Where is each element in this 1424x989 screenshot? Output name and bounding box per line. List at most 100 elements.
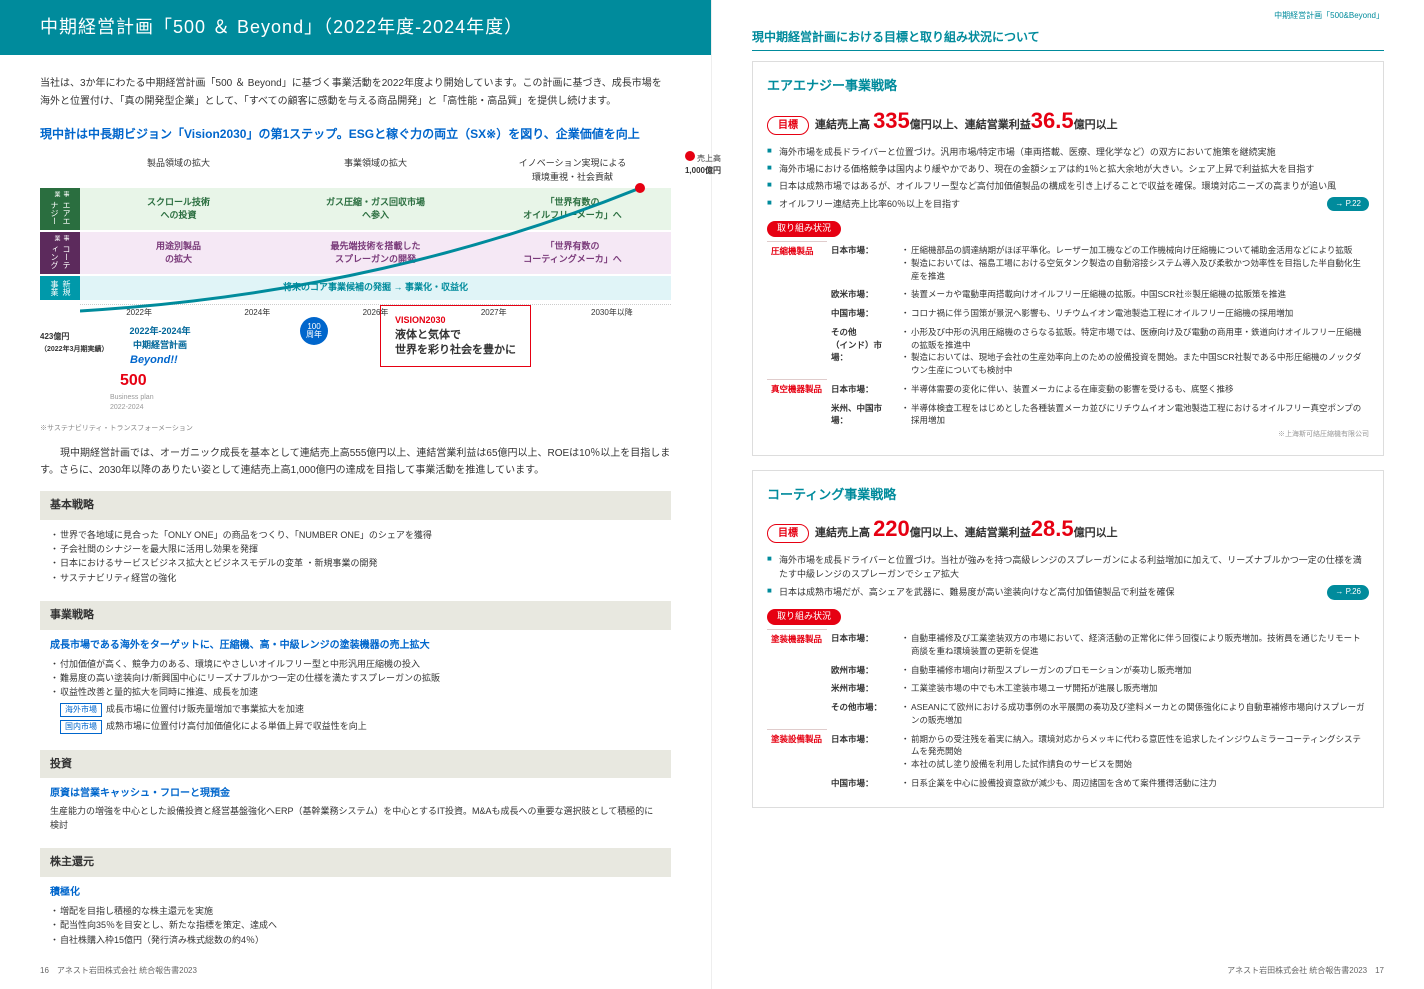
strategy-body: 世界で各地域に見合った「ONLY ONE」の商品をつくり、「NUMBER ONE…: [40, 520, 671, 594]
newbiz-label: 新規事業: [40, 276, 80, 300]
diagram-row: 事業コーティング用途別製品の拡大最先端技術を搭載したスプレーガンの開発「世界有数…: [40, 232, 671, 274]
vision2030-box: VISION2030 液体と気体で 世界を彩り社会を豊かに: [380, 305, 531, 367]
business-bullet: 日本は成熟市場だが、高シェアを武器に、難易度が高い塗装向けなど高付加価値製品で利…: [767, 585, 1369, 599]
status-category: 塗装機器製品: [767, 629, 827, 730]
table-row: 欧米市場：装置メーカや電動車両搭載向けオイルフリー圧縮機の拡販。中国SCR社※製…: [767, 285, 1369, 304]
strategy-block: 株主還元積極化増配を目指し積極的な株主還元を実施配当性向35％を目安とし、新たな…: [40, 848, 671, 955]
strategy-head: 事業戦略: [40, 601, 671, 630]
business-section: コーティング事業戦略目標連結売上高 220億円以上、連結営業利益28.5億円以上…: [752, 470, 1384, 808]
status-market: 欧米市場：: [827, 285, 897, 304]
strategy-block: 事業戦略成長市場である海外をターゲットに、圧縮機、高・中級レンジの塗装機器の売上…: [40, 601, 671, 742]
table-row: その他市場：ASEANにて欧州における成功事例の水平展開の奏功及び塗料メーカとの…: [767, 698, 1369, 730]
page-banner: 中期経営計画「500 ＆ Beyond」（2022年度-2024年度）: [0, 0, 711, 55]
business-bullet: 日本は成熟市場ではあるが、オイルフリー型など高付加価値製品の構成を引き上げること…: [767, 179, 1369, 193]
diagram-cell: 「世界有数のオイルフリーメーカ」へ: [474, 188, 671, 230]
status-category: 塗装設備製品: [767, 730, 827, 793]
business-section: エアエナジー事業戦略目標連結売上高 335億円以上、連結営業利益36.5億円以上…: [752, 61, 1384, 456]
strategy-item: 子会社間のシナジーを最大限に活用し効果を発揮: [50, 542, 661, 556]
status-market: 中国市場：: [827, 774, 897, 793]
status-market: その他（インド）市場：: [827, 323, 897, 380]
strategy-item: 配当性向35％を目安とし、新たな指標を策定、達成へ: [50, 918, 661, 932]
plan-period: 2022年-2024年 中期経営計画: [100, 325, 220, 352]
target-line: 目標連結売上高 335億円以上、連結営業利益36.5億円以上: [767, 104, 1369, 137]
status-detail: コロナ禍に伴う国策が景況へ影響も、リチウムイオン電池製造工程にオイルフリー圧縮機…: [897, 304, 1369, 323]
vision-heading: 現中計は中長期ビジョン「Vision2030」の第1ステップ。ESGと稼ぐ力の両…: [40, 125, 671, 143]
status-market: 日本市場：: [827, 380, 897, 399]
status-detail: 半導体検査工程をはじめとした各種装置メーカ並びにリチウムイオン電池製造工程におけ…: [897, 399, 1369, 431]
table-row: 真空機器製品日本市場：半導体需要の変化に伴い、装置メーカによる在庫変動の影響を受…: [767, 380, 1369, 399]
anniversary-badge: 100 周年: [300, 317, 328, 345]
target-line: 目標連結売上高 220億円以上、連結営業利益28.5億円以上: [767, 512, 1369, 545]
business-bullet: 海外市場における価格競争は国内より緩やかであり、現在の金額シェアは約1％と拡大余…: [767, 162, 1369, 176]
strategy-body: 原資は営業キャッシュ・フローと現預金生産能力の増強を中心とした設備投資と経営基盤…: [40, 778, 671, 840]
strategy-block: 投資原資は営業キャッシュ・フローと現預金生産能力の増強を中心とした設備投資と経営…: [40, 750, 671, 841]
status-market: 日本市場：: [827, 629, 897, 661]
body-paragraph: 現中期経営計画では、オーガニック成長を基本として連結売上高555億円以上、連結営…: [40, 445, 671, 479]
status-market: 米州、中国市場：: [827, 399, 897, 431]
table-row: 米州市場：工業塗装市場の中でも木工塗装市場ユーザ開拓が進展し販売増加: [767, 679, 1369, 698]
sx-footnote: ※サステナビリティ・トランスフォーメーション: [40, 424, 671, 435]
status-category: 真空機器製品: [767, 380, 827, 430]
status-market: その他市場：: [827, 698, 897, 730]
strategy-head: 投資: [40, 750, 671, 779]
business-bullet: オイルフリー連結売上比率60％以上を目指す→ P.22: [767, 197, 1369, 211]
newbiz-text: 将来のコア事業候補の発掘 → 事業化・収益化: [80, 276, 671, 300]
timeline-year: 2024年: [198, 307, 316, 319]
strategy-item: 日本におけるサービスビジネス拡大とビジネスモデルの変革 ・新規事業の開発: [50, 556, 661, 570]
status-detail: 圧縮機部品の調達納期がほぼ平準化。レーザー加工機などの工作機械向け圧縮機について…: [897, 241, 1369, 285]
business-bullet: 海外市場を成長ドライバーと位置づけ。汎用市場/特定市場（車両搭載、医療、理化学な…: [767, 145, 1369, 159]
status-detail: 日系企業を中心に設備投資意欲が減少も、周辺諸国を含めて案件獲得活動に注力: [897, 774, 1369, 793]
timeline-year: 2022年: [80, 307, 198, 319]
status-detail: 前期からの受注残を着実に納入。環境対応からメッキに代わる意匠性を追求したインジウ…: [897, 730, 1369, 774]
strategy-head: 基本戦略: [40, 491, 671, 520]
business-title: エアエナジー事業戦略: [767, 76, 1369, 96]
status-detail: 工業塗装市場の中でも木工塗装市場ユーザ開拓が進展し販売増加: [897, 679, 1369, 698]
strategy-item: サステナビリティ経営の強化: [50, 571, 661, 585]
status-detail: 小形及び中形の汎用圧縮機のさらなる拡販。特定市場では、医療向け及び電動の商用車・…: [897, 323, 1369, 380]
diagram-header: 事業領域の拡大: [277, 153, 474, 188]
strategy-item: 難易度の高い塗装向け/新興国中心にリーズナブルかつ一定の仕様を満たすスプレーガン…: [50, 671, 661, 685]
page-link[interactable]: → P.22: [1327, 197, 1369, 212]
table-row: 中国市場：コロナ禍に伴う国策が景況へ影響も、リチウムイオン電池製造工程にオイルフ…: [767, 304, 1369, 323]
status-market: 中国市場：: [827, 304, 897, 323]
status-detail: 自動車補修市場向け新型スプレーガンのプロモーションが奏功し販売増加: [897, 661, 1369, 680]
status-pill: 取り組み状況: [767, 609, 841, 625]
diagram-cell: 「世界有数のコーティングメーカ」へ: [474, 232, 671, 274]
start-value: 423億円（2022年3月期実績）: [40, 331, 108, 356]
strategy-item: 世界で各地域に見合った「ONLY ONE」の商品をつくり、「NUMBER ONE…: [50, 528, 661, 542]
intro-text: 当社は、3か年にわたる中期経営計画「500 ＆ Beyond」に基づく事業活動を…: [40, 75, 671, 111]
strategy-item: 収益性改善と量的拡大を同時に推進、成長を加速: [50, 685, 661, 699]
timeline-year: 2030年以降: [553, 307, 671, 319]
strategy-block: 基本戦略世界で各地域に見合った「ONLY ONE」の商品をつくり、「NUMBER…: [40, 491, 671, 593]
five-hundred: 500: [120, 369, 671, 393]
table-row: 圧縮機製品日本市場：圧縮機部品の調達納期がほぼ平準化。レーザー加工機などの工作機…: [767, 241, 1369, 285]
strategy-body: 積極化増配を目指し積極的な株主還元を実施配当性向35％を目安とし、新たな指標を策…: [40, 877, 671, 955]
status-category: 圧縮機製品: [767, 241, 827, 380]
diagram-cell: 用途別製品の拡大: [80, 232, 277, 274]
status-detail: 装置メーカや電動車両搭載向けオイルフリー圧縮機の拡販。中国SCR社※製圧縮機の拡…: [897, 285, 1369, 304]
page-footer-right: アネスト岩田株式会社 統合報告書2023 17: [1227, 965, 1384, 977]
strategy-item: 付加価値が高く、競争力のある、環境にやさしいオイルフリー型と中形汎用圧縮機の投入: [50, 657, 661, 671]
market-box: 海外市場成長市場に位置付け販売量増加で事業拡大を加速: [60, 703, 661, 717]
status-market: 日本市場：: [827, 730, 897, 774]
status-pill: 取り組み状況: [767, 221, 841, 237]
table-row: 中国市場：日系企業を中心に設備投資意欲が減少も、周辺諸国を含めて案件獲得活動に注…: [767, 774, 1369, 793]
status-market: 欧州市場：: [827, 661, 897, 680]
market-box: 国内市場成熟市場に位置付け高付加価値化による単価上昇で収益性を向上: [60, 720, 661, 734]
right-heading: 現中期経営計画における目標と取り組み状況について: [752, 28, 1384, 51]
status-table: 塗装機器製品日本市場：自動車補修及び工業塗装双方の市場において、経済活動の正常化…: [767, 629, 1369, 793]
status-market: 日本市場：: [827, 241, 897, 285]
diagram-cell: 最先端技術を搭載したスプレーガンの開発: [277, 232, 474, 274]
diagram-header: 製品領域の拡大: [80, 153, 277, 188]
breadcrumb: 中期経営計画「500&Beyond」: [1274, 10, 1384, 22]
business-title: コーティング事業戦略: [767, 485, 1369, 505]
table-row: 欧州市場：自動車補修市場向け新型スプレーガンのプロモーションが奏功し販売増加: [767, 661, 1369, 680]
status-detail: 自動車補修及び工業塗装双方の市場において、経済活動の正常化に伴う回復により販売増…: [897, 629, 1369, 661]
page-link[interactable]: → P.26: [1327, 585, 1369, 600]
strategy-diagram: 製品領域の拡大事業領域の拡大イノベーション実現による環境重視・社会貢献売上高1,…: [40, 153, 671, 433]
diagram-row: 事業エアエナジースクロール技術への投資ガス圧縮・ガス回収市場へ参入「世界有数のオ…: [40, 188, 671, 230]
status-detail: ASEANにて欧州における成功事例の水平展開の奏功及び塗料メーカとの関係強化によ…: [897, 698, 1369, 730]
diagram-cell: スクロール技術への投資: [80, 188, 277, 230]
strategy-head: 株主還元: [40, 848, 671, 877]
status-detail: 半導体需要の変化に伴い、装置メーカによる在庫変動の影響を受けるも、底堅く推移: [897, 380, 1369, 399]
